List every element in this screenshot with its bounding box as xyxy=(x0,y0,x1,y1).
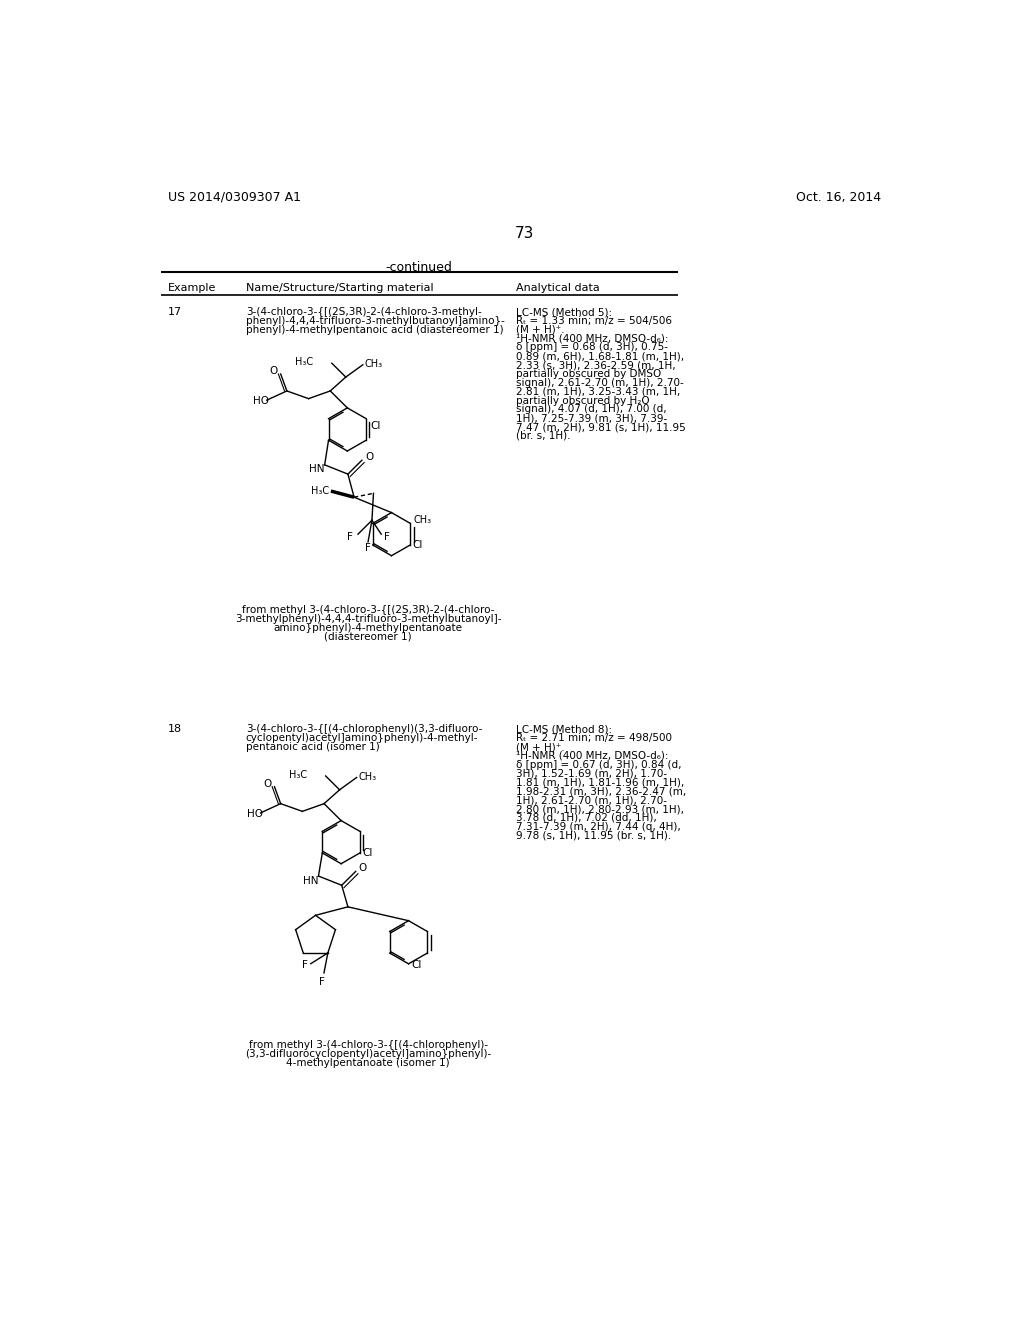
Text: pentanoic acid (isomer 1): pentanoic acid (isomer 1) xyxy=(246,742,380,752)
Text: O: O xyxy=(358,863,367,874)
Text: 2.33 (s, 3H), 2.36-2.59 (m, 1H,: 2.33 (s, 3H), 2.36-2.59 (m, 1H, xyxy=(515,360,675,370)
Text: amino}phenyl)-4-methylpentanoate: amino}phenyl)-4-methylpentanoate xyxy=(273,623,463,632)
Text: F: F xyxy=(384,532,390,543)
Text: O: O xyxy=(269,366,278,376)
Text: F: F xyxy=(347,532,353,543)
Text: 3-methylphenyl)-4,4,4-trifluoro-3-methylbutanoyl]-: 3-methylphenyl)-4,4,4-trifluoro-3-methyl… xyxy=(234,614,502,624)
Text: F: F xyxy=(302,960,307,970)
Text: O: O xyxy=(365,453,373,462)
Text: 4-methylpentanoate (isomer 1): 4-methylpentanoate (isomer 1) xyxy=(287,1057,451,1068)
Text: 3-(4-chloro-3-{[(4-chlorophenyl)(3,3-difluoro-: 3-(4-chloro-3-{[(4-chlorophenyl)(3,3-dif… xyxy=(246,725,482,734)
Text: signal), 2.61-2.70 (m, 1H), 2.70-: signal), 2.61-2.70 (m, 1H), 2.70- xyxy=(515,378,683,388)
Text: Cl: Cl xyxy=(371,421,381,432)
Text: Analytical data: Analytical data xyxy=(515,284,599,293)
Text: (M + H)⁺.: (M + H)⁺. xyxy=(515,325,564,335)
Text: 7.31-7.39 (m, 2H), 7.44 (q, 4H),: 7.31-7.39 (m, 2H), 7.44 (q, 4H), xyxy=(515,822,680,832)
Text: (br. s, 1H).: (br. s, 1H). xyxy=(515,430,570,441)
Text: 3H), 1.52-1.69 (m, 2H), 1.70-: 3H), 1.52-1.69 (m, 2H), 1.70- xyxy=(515,768,667,779)
Text: F: F xyxy=(366,543,371,553)
Text: 18: 18 xyxy=(168,725,182,734)
Text: (3,3-difluorocyclopentyl)acetyl]amino}phenyl)-: (3,3-difluorocyclopentyl)acetyl]amino}ph… xyxy=(245,1049,492,1059)
Text: 1H), 7.25-7.39 (m, 3H), 7.39-: 1H), 7.25-7.39 (m, 3H), 7.39- xyxy=(515,413,667,424)
Text: 7.47 (m, 2H), 9.81 (s, 1H), 11.95: 7.47 (m, 2H), 9.81 (s, 1H), 11.95 xyxy=(515,422,685,432)
Text: H₃C: H₃C xyxy=(295,358,313,367)
Text: O: O xyxy=(263,779,271,788)
Text: (diastereomer 1): (diastereomer 1) xyxy=(325,631,412,642)
Text: Example: Example xyxy=(168,284,217,293)
Text: -continued: -continued xyxy=(385,261,452,273)
Text: H₃C: H₃C xyxy=(289,770,307,780)
Text: 9.78 (s, 1H), 11.95 (br. s, 1H).: 9.78 (s, 1H), 11.95 (br. s, 1H). xyxy=(515,830,671,841)
Text: CH₃: CH₃ xyxy=(414,515,431,525)
Text: partially obscured by H₂O: partially obscured by H₂O xyxy=(515,396,649,405)
Text: 3.78 (d, 1H), 7.02 (dd, 1H),: 3.78 (d, 1H), 7.02 (dd, 1H), xyxy=(515,813,656,822)
Text: CH₃: CH₃ xyxy=(358,772,376,781)
Text: 1.98-2.31 (m, 3H), 2.36-2.47 (m,: 1.98-2.31 (m, 3H), 2.36-2.47 (m, xyxy=(515,787,686,796)
Text: Oct. 16, 2014: Oct. 16, 2014 xyxy=(797,191,882,203)
Text: partially obscured by DMSO: partially obscured by DMSO xyxy=(515,370,660,379)
Text: 3-(4-chloro-3-{[(2S,3R)-2-(4-chloro-3-methyl-: 3-(4-chloro-3-{[(2S,3R)-2-(4-chloro-3-me… xyxy=(246,308,481,317)
Text: 1.81 (m, 1H), 1.81-1.96 (m, 1H),: 1.81 (m, 1H), 1.81-1.96 (m, 1H), xyxy=(515,777,684,788)
Text: 2.80 (m, 1H), 2.80-2.93 (m, 1H),: 2.80 (m, 1H), 2.80-2.93 (m, 1H), xyxy=(515,804,683,814)
Text: HO: HO xyxy=(247,809,262,818)
Text: δ [ppm] = 0.67 (d, 3H), 0.84 (d,: δ [ppm] = 0.67 (d, 3H), 0.84 (d, xyxy=(515,760,681,770)
Text: US 2014/0309307 A1: US 2014/0309307 A1 xyxy=(168,191,301,203)
Text: 73: 73 xyxy=(515,226,535,242)
Text: (M + H)⁺.: (M + H)⁺. xyxy=(515,742,564,752)
Text: HO: HO xyxy=(253,396,268,407)
Text: Cl: Cl xyxy=(411,961,421,970)
Text: LC-MS (Method 5):: LC-MS (Method 5): xyxy=(515,308,611,317)
Text: F: F xyxy=(319,977,326,987)
Text: phenyl)-4,4,4-trifluoro-3-methylbutanoyl]amino}-: phenyl)-4,4,4-trifluoro-3-methylbutanoyl… xyxy=(246,315,505,326)
Text: Cl: Cl xyxy=(362,847,373,858)
Text: cyclopentyl)acetyl]amino}phenyl)-4-methyl-: cyclopentyl)acetyl]amino}phenyl)-4-methy… xyxy=(246,733,478,743)
Text: HN: HN xyxy=(303,875,318,886)
Text: H₃C: H₃C xyxy=(311,486,330,496)
Text: ¹H-NMR (400 MHz, DMSO-d₆):: ¹H-NMR (400 MHz, DMSO-d₆): xyxy=(515,334,668,343)
Text: Rₜ = 1.33 min; m/z = 504/506: Rₜ = 1.33 min; m/z = 504/506 xyxy=(515,315,672,326)
Text: 0.89 (m, 6H), 1.68-1.81 (m, 1H),: 0.89 (m, 6H), 1.68-1.81 (m, 1H), xyxy=(515,351,684,362)
Text: Rₜ = 2.71 min; m/z = 498/500: Rₜ = 2.71 min; m/z = 498/500 xyxy=(515,733,672,743)
Text: signal), 4.07 (d, 1H), 7.00 (d,: signal), 4.07 (d, 1H), 7.00 (d, xyxy=(515,404,667,414)
Text: δ [ppm] = 0.68 (d, 3H), 0.75-: δ [ppm] = 0.68 (d, 3H), 0.75- xyxy=(515,342,668,352)
Text: ¹H-NMR (400 MHz, DMSO-d₆):: ¹H-NMR (400 MHz, DMSO-d₆): xyxy=(515,751,668,760)
Text: Name/Structure/Starting material: Name/Structure/Starting material xyxy=(246,284,433,293)
Text: 1H), 2.61-2.70 (m, 1H), 2.70-: 1H), 2.61-2.70 (m, 1H), 2.70- xyxy=(515,795,667,805)
Text: 2.81 (m, 1H), 3.25-3.43 (m, 1H,: 2.81 (m, 1H), 3.25-3.43 (m, 1H, xyxy=(515,387,680,397)
Text: from methyl 3-(4-chloro-3-{[(4-chlorophenyl)-: from methyl 3-(4-chloro-3-{[(4-chlorophe… xyxy=(249,1040,487,1049)
Text: Cl: Cl xyxy=(413,540,423,550)
Text: from methyl 3-(4-chloro-3-{[(2S,3R)-2-(4-chloro-: from methyl 3-(4-chloro-3-{[(2S,3R)-2-(4… xyxy=(242,605,495,615)
Text: LC-MS (Method 8):: LC-MS (Method 8): xyxy=(515,725,611,734)
Text: HN: HN xyxy=(309,465,325,474)
Text: 17: 17 xyxy=(168,308,182,317)
Text: CH₃: CH₃ xyxy=(365,359,383,370)
Text: phenyl)-4-methylpentanoic acid (diastereomer 1): phenyl)-4-methylpentanoic acid (diastere… xyxy=(246,325,504,335)
